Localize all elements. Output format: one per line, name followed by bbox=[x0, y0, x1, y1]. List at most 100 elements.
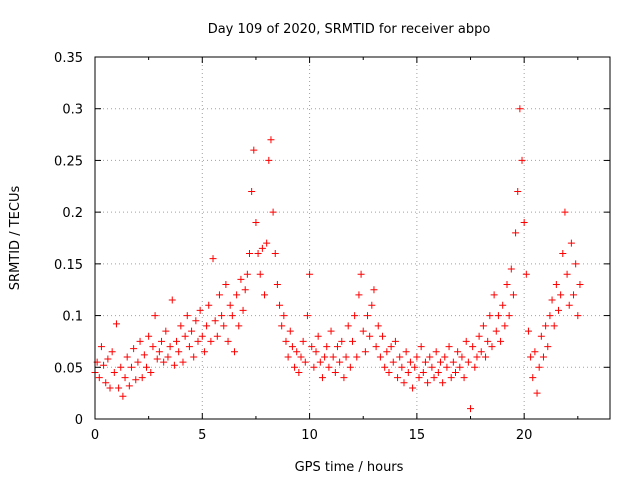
x-tick-label: 10 bbox=[301, 428, 318, 443]
plot-frame bbox=[94, 56, 611, 420]
data-point bbox=[559, 250, 567, 258]
data-point bbox=[477, 348, 485, 356]
axis-ticks bbox=[94, 56, 610, 420]
data-point bbox=[213, 332, 221, 340]
data-point bbox=[572, 260, 580, 268]
data-point bbox=[570, 291, 578, 299]
data-point bbox=[419, 368, 427, 376]
data-point bbox=[284, 353, 292, 361]
data-point bbox=[192, 317, 200, 325]
data-point bbox=[548, 296, 556, 304]
data-point bbox=[426, 353, 434, 361]
data-point bbox=[293, 348, 301, 356]
data-point bbox=[97, 343, 105, 351]
tick-labels: 0 5 10 15 20 0 0.05 0.1 0.15 0.2 0.25 0.3 0.35 bbox=[54, 51, 532, 443]
data-point bbox=[537, 332, 545, 340]
data-point bbox=[475, 332, 483, 340]
data-point bbox=[207, 337, 215, 345]
data-point bbox=[143, 363, 150, 371]
y-tick-label: 0 bbox=[75, 413, 83, 428]
data-point bbox=[398, 363, 406, 371]
data-point bbox=[361, 348, 369, 356]
data-point bbox=[308, 343, 316, 351]
data-point bbox=[108, 348, 116, 356]
data-point bbox=[258, 244, 266, 252]
data-point bbox=[331, 368, 339, 376]
data-point bbox=[394, 374, 402, 382]
data-point bbox=[265, 156, 273, 164]
data-point bbox=[452, 368, 459, 376]
data-point bbox=[497, 337, 505, 345]
data-point bbox=[177, 322, 185, 330]
data-point bbox=[297, 353, 305, 361]
data-point bbox=[123, 353, 131, 361]
data-point bbox=[368, 301, 376, 309]
data-point bbox=[173, 337, 181, 345]
data-point bbox=[364, 312, 372, 320]
data-point bbox=[158, 337, 166, 345]
data-point bbox=[175, 348, 183, 356]
data-point bbox=[134, 358, 142, 366]
data-point bbox=[432, 348, 440, 356]
data-point bbox=[241, 286, 249, 294]
data-point bbox=[542, 322, 550, 330]
data-point bbox=[338, 337, 346, 345]
data-point bbox=[456, 363, 464, 371]
data-point bbox=[531, 348, 539, 356]
data-point bbox=[246, 250, 253, 258]
chart-title: Day 109 of 2020, SRMTID for receiver abp… bbox=[208, 22, 491, 37]
data-point bbox=[359, 327, 367, 335]
data-point bbox=[125, 382, 133, 390]
data-point bbox=[243, 270, 251, 278]
data-point bbox=[434, 368, 442, 376]
data-point bbox=[250, 146, 258, 154]
data-point bbox=[140, 351, 148, 359]
data-point bbox=[370, 286, 378, 294]
data-point bbox=[482, 353, 490, 361]
data-point bbox=[342, 353, 350, 361]
data-point bbox=[449, 358, 457, 366]
data-point bbox=[310, 363, 318, 371]
data-point bbox=[282, 337, 290, 345]
data-point bbox=[539, 353, 547, 361]
data-points bbox=[91, 105, 584, 413]
data-point bbox=[507, 265, 515, 273]
x-axis-label: GPS time / hours bbox=[295, 460, 404, 475]
data-point bbox=[473, 353, 481, 361]
data-point bbox=[428, 363, 436, 371]
data-point bbox=[127, 363, 135, 371]
data-point bbox=[400, 379, 408, 387]
data-point bbox=[196, 306, 204, 314]
data-point bbox=[327, 327, 335, 335]
data-point bbox=[520, 218, 528, 226]
data-point bbox=[168, 296, 176, 304]
y-tick-label: 0.35 bbox=[54, 51, 83, 66]
data-point bbox=[288, 343, 296, 351]
data-point bbox=[413, 353, 421, 361]
data-point bbox=[269, 208, 277, 216]
data-point bbox=[119, 392, 127, 400]
data-point bbox=[160, 358, 168, 366]
data-point bbox=[222, 281, 230, 289]
data-point bbox=[252, 218, 260, 226]
data-point bbox=[486, 312, 494, 320]
data-point bbox=[100, 361, 108, 369]
data-point bbox=[402, 348, 410, 356]
data-point bbox=[460, 374, 468, 382]
data-point bbox=[415, 374, 423, 382]
data-point bbox=[224, 337, 232, 345]
data-point bbox=[318, 374, 326, 382]
data-point bbox=[355, 291, 363, 299]
data-point bbox=[153, 355, 161, 363]
data-point bbox=[492, 327, 500, 335]
data-point bbox=[230, 348, 238, 356]
data-point bbox=[237, 275, 245, 283]
data-point bbox=[190, 353, 198, 361]
data-point bbox=[254, 250, 262, 258]
data-point bbox=[366, 332, 374, 340]
data-point bbox=[215, 291, 223, 299]
y-tick-label: 0.1 bbox=[62, 310, 83, 325]
data-point bbox=[503, 281, 511, 289]
data-point bbox=[138, 374, 146, 382]
